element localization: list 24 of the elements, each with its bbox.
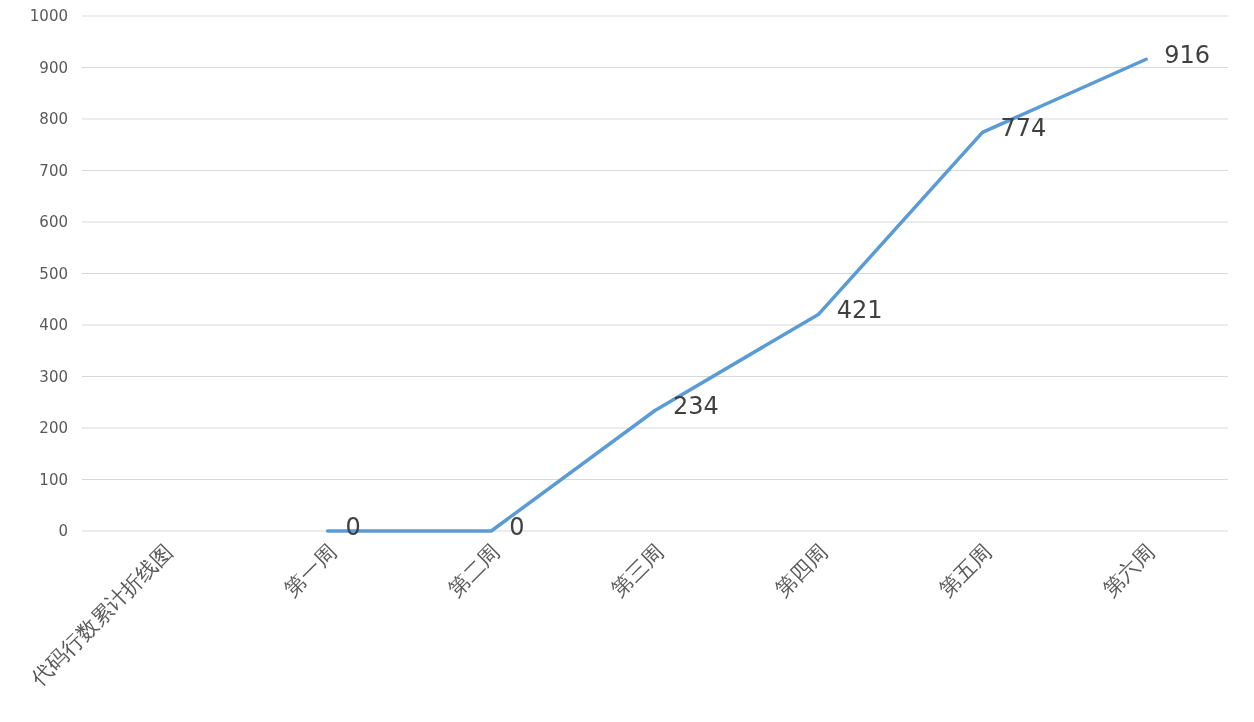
- y-tick-label: 800: [39, 110, 68, 128]
- y-tick-label: 700: [39, 161, 68, 180]
- y-tick-label: 300: [39, 367, 68, 386]
- x-tick-label: 第一周: [279, 539, 342, 602]
- y-tick-label: 500: [39, 264, 68, 283]
- y-tick-label: 400: [39, 316, 68, 334]
- x-tick-label: 第三周: [607, 539, 669, 602]
- y-tick-label: 100: [39, 470, 68, 489]
- data-label: 0: [509, 513, 525, 541]
- x-tick-label: 第六周: [1098, 539, 1160, 602]
- line-series: [325, 57, 1148, 533]
- y-tick-label: 0: [58, 522, 68, 540]
- x-tick-label: 第五周: [934, 539, 996, 602]
- y-tick-label: 600: [39, 213, 68, 231]
- y-tick-label: 1000: [29, 7, 68, 25]
- x-tick-label: 第二周: [443, 539, 505, 602]
- data-label: 774: [1000, 114, 1047, 143]
- data-label: 916: [1164, 41, 1210, 70]
- data-label: 421: [836, 296, 883, 325]
- y-tick-label: 200: [39, 419, 68, 437]
- data-label: 234: [673, 392, 719, 421]
- x-tick-label: 代码行数累计折线图: [26, 539, 178, 691]
- y-tick-label: 900: [39, 58, 68, 77]
- x-tick-label: 第四周: [770, 539, 833, 602]
